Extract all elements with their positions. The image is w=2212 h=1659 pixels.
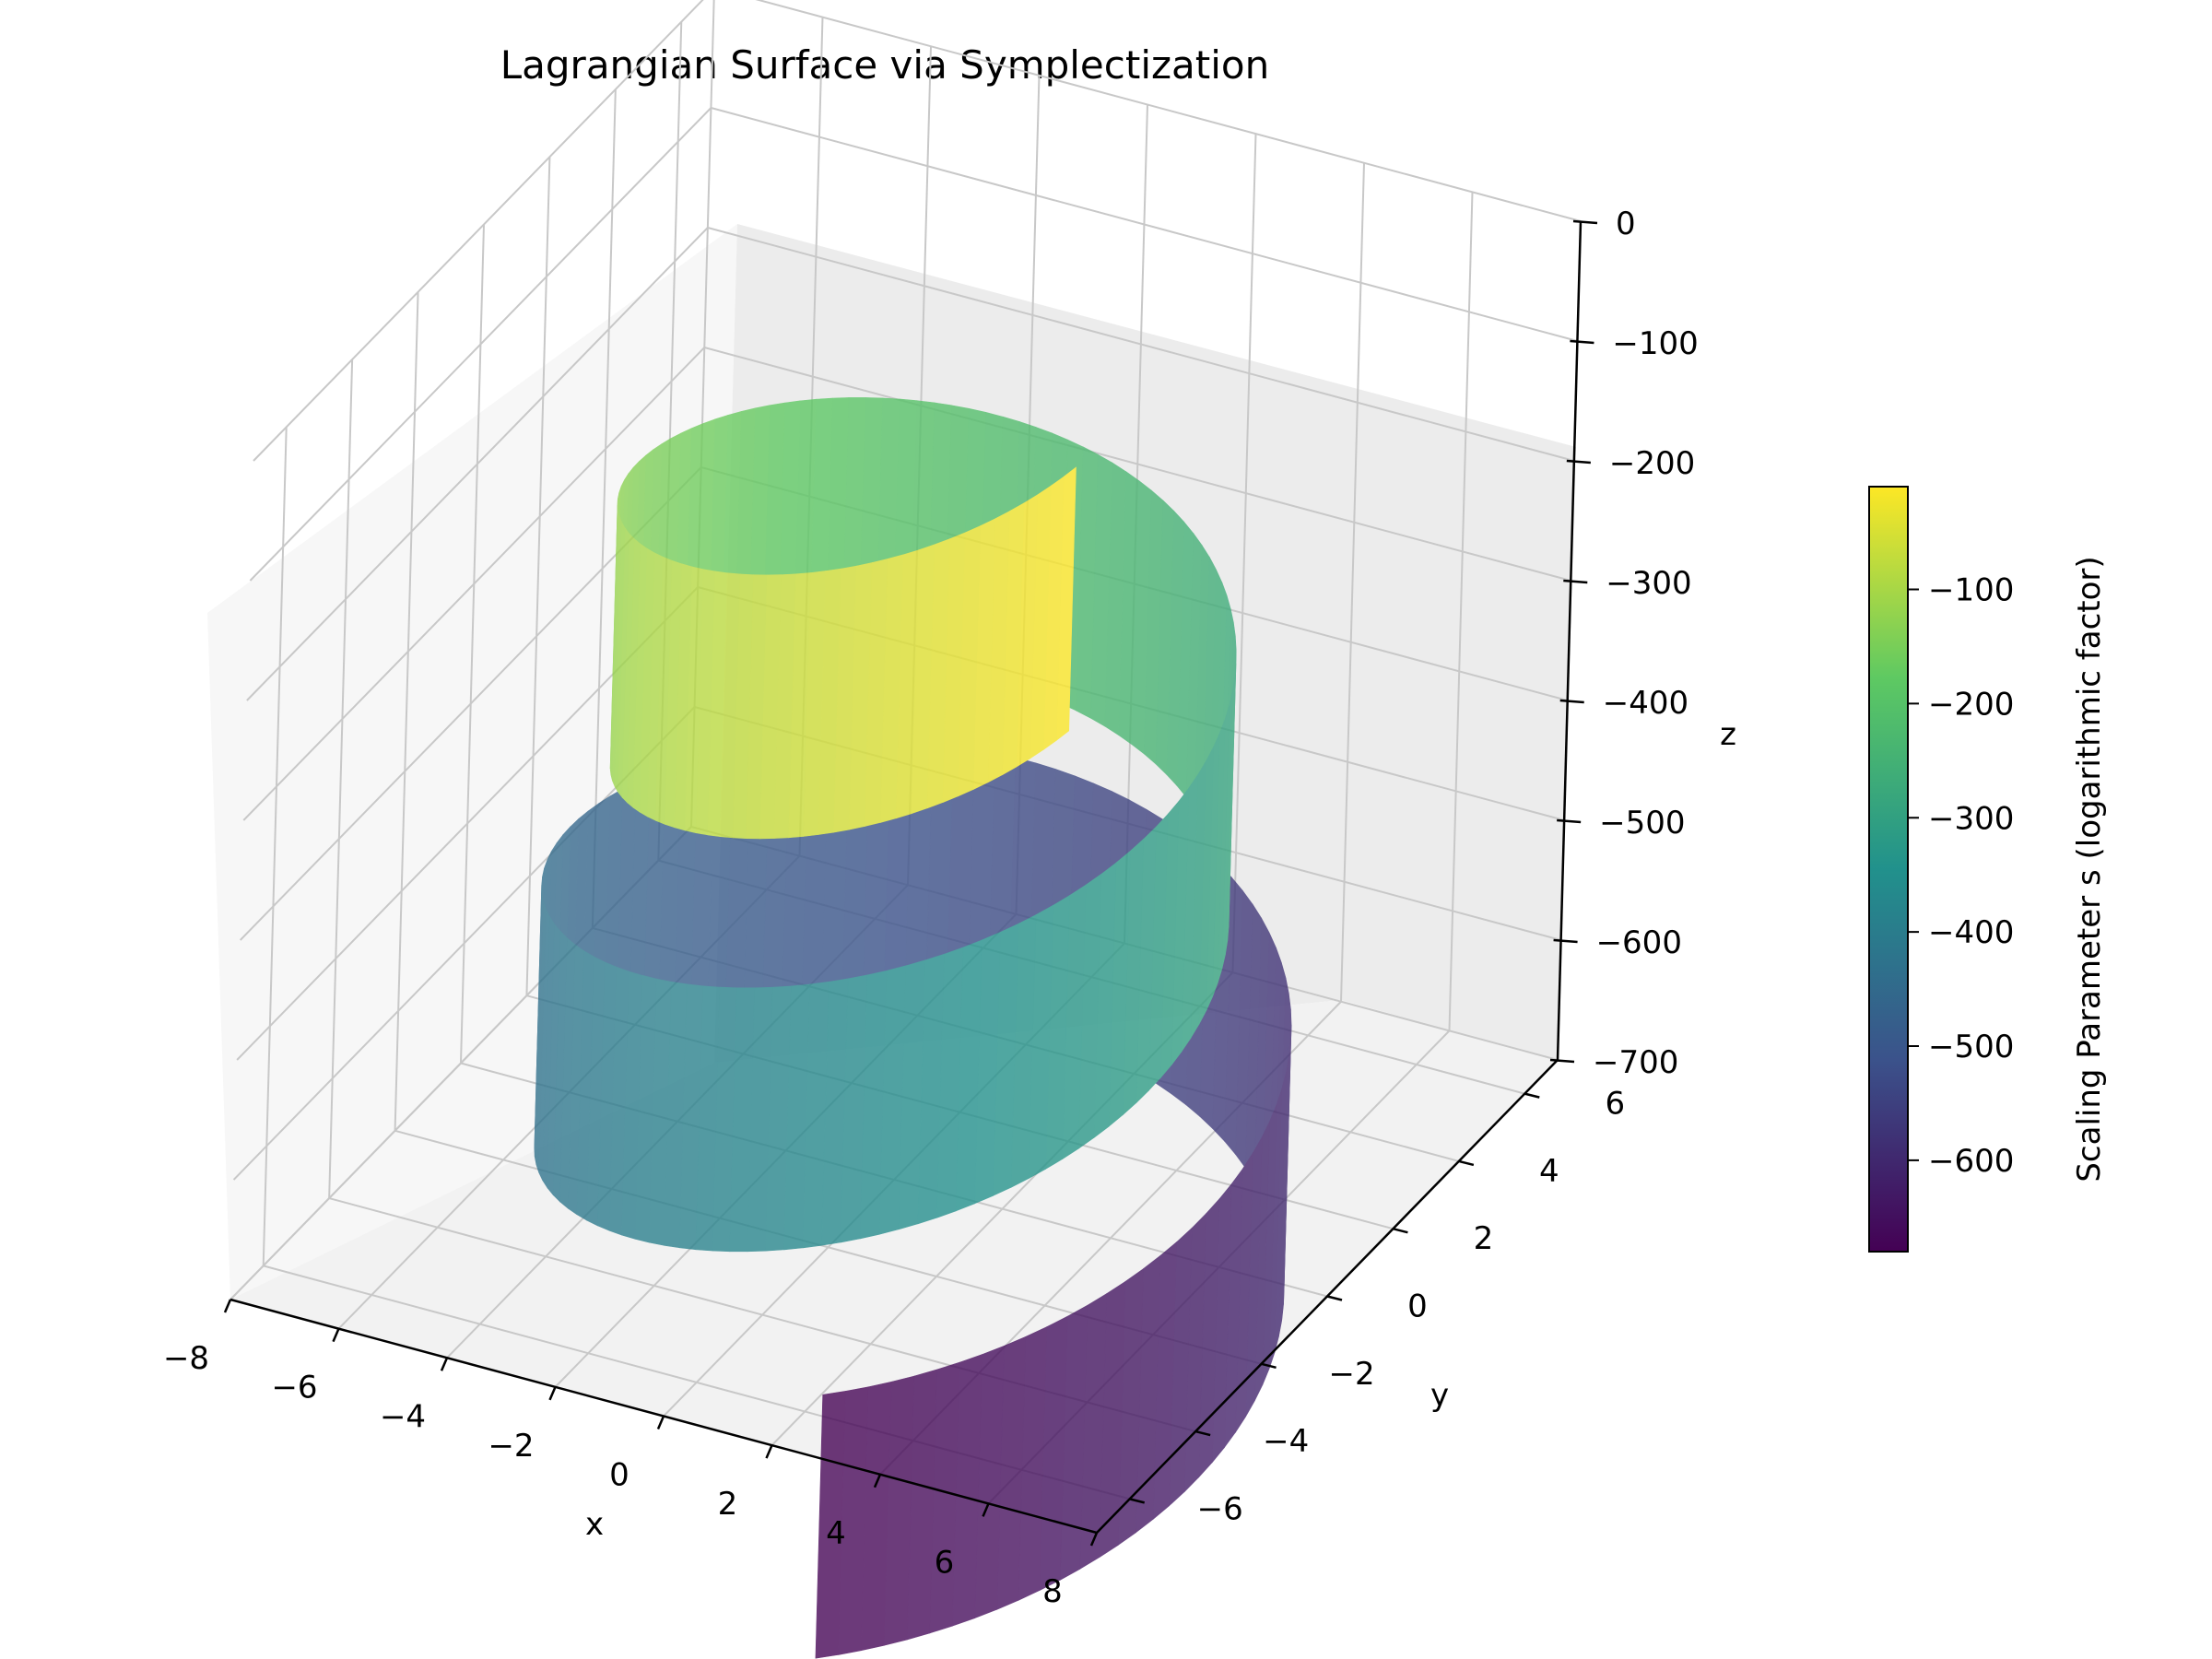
z-tick-label: −400 xyxy=(1603,685,1688,722)
leftwall-grid-line-z xyxy=(246,227,709,701)
z-tick-mark xyxy=(1570,339,1594,345)
x-tick-mark xyxy=(548,1386,557,1401)
colorbar-label: Scaling Parameter s (logarithmic factor) xyxy=(2071,556,2108,1182)
colorbar-bar xyxy=(1868,486,1909,1253)
z-tick-label: 0 xyxy=(1616,206,1636,242)
colorbar-ticks: −100 −200 −300 −400 −500 −600 xyxy=(1908,571,2014,1180)
y-tick-mark xyxy=(1326,1295,1343,1301)
y-tick-label: −4 xyxy=(1263,1423,1309,1460)
backwall-grid-line-z xyxy=(707,227,1575,462)
colorbar-tick-label: −100 xyxy=(1928,571,2014,608)
x-tick-label: −4 xyxy=(380,1398,426,1435)
colorbar-tick-label: −200 xyxy=(1928,686,2014,723)
z-tick-label: −500 xyxy=(1599,805,1685,841)
y-tick-label: 6 xyxy=(1605,1086,1625,1123)
spiral-surface xyxy=(534,397,1292,1659)
z-tick-mark xyxy=(1553,938,1578,944)
y-axis-label: y xyxy=(1430,1377,1449,1414)
x-tick-label: 4 xyxy=(826,1515,846,1552)
z-tick-mark xyxy=(1559,699,1584,704)
leftwall-grid-line-y xyxy=(591,88,617,928)
y-tick-label: 2 xyxy=(1474,1220,1494,1257)
x-tick-label: 8 xyxy=(1042,1573,1063,1610)
backwall-grid-line-z xyxy=(755,0,1582,222)
surface-facet xyxy=(958,525,982,797)
backwall-grid-line-z xyxy=(704,347,1571,582)
z-tick-mark xyxy=(1563,579,1588,584)
y-tick-mark xyxy=(1524,1092,1540,1099)
x-tick-mark xyxy=(332,1328,340,1343)
z-tick-mark xyxy=(1549,1058,1575,1064)
z-tick-label: −200 xyxy=(1609,445,1695,482)
leftwall-grid-line-y xyxy=(394,291,419,1131)
chart-title: Lagrangian Surface via Symplectization xyxy=(500,42,1269,88)
y-tick-mark xyxy=(1129,1498,1146,1504)
z-tick-label: −700 xyxy=(1593,1044,1678,1081)
leftwall-grid-line-z xyxy=(253,0,704,462)
z-tick-mark xyxy=(1557,818,1582,824)
y-tick-label: −6 xyxy=(1197,1490,1243,1527)
leftwall-grid-line-y xyxy=(525,157,551,996)
x-tick-mark xyxy=(765,1444,773,1459)
leftwall-grid-line-z xyxy=(242,347,706,821)
y-tick-mark xyxy=(1458,1159,1475,1167)
z-tick-label: −100 xyxy=(1612,325,1698,362)
x-axis-label: x xyxy=(585,1506,604,1543)
x-tick-mark xyxy=(982,1502,990,1517)
z-axis-label: z xyxy=(1720,716,1736,753)
leftwall-grid-line-y xyxy=(460,224,485,1064)
colorbar-tick-label: −300 xyxy=(1928,800,2014,837)
x-tick-label: −2 xyxy=(488,1428,534,1465)
x-tick-label: 0 xyxy=(609,1457,629,1494)
z-tick-label: −300 xyxy=(1606,565,1691,602)
surface-facet xyxy=(955,939,982,1212)
x-tick-label: −8 xyxy=(163,1340,209,1377)
y-tick-label: 0 xyxy=(1407,1288,1428,1325)
leftwall-grid-line-y xyxy=(262,427,288,1266)
z-tick-label: −600 xyxy=(1596,924,1682,961)
x-tick-label: 2 xyxy=(718,1486,738,1523)
backwall-grid-line-x xyxy=(1448,192,1474,1031)
colorbar-tick-label: −400 xyxy=(1928,914,2014,951)
x-tick-mark xyxy=(223,1299,232,1313)
x-tick-mark xyxy=(1089,1532,1099,1547)
colorbar-tick-label: −600 xyxy=(1928,1143,2014,1180)
z-tick-mark xyxy=(1572,219,1598,225)
y-tick-label: 4 xyxy=(1539,1153,1559,1190)
tick-labels: −8 −6 −4 −2 0 2 4 6 8 −6 −4 −2 0 2 4 6 0 −100 −200 −300 −400… xyxy=(163,206,1699,1610)
colorbar: −100 −200 −300 −400 −500 −600 Scaling Paramet… xyxy=(1868,486,2108,1253)
backwall-grid-line-x xyxy=(1340,162,1365,1002)
z-axis-line xyxy=(1556,220,1583,1061)
x-tick-mark xyxy=(873,1474,882,1488)
backwall-grid-line-x xyxy=(1231,134,1257,973)
leftwall-grid-line-z xyxy=(249,107,712,582)
y-tick-label: −2 xyxy=(1329,1356,1375,1393)
surface-facet xyxy=(952,1354,982,1627)
y-tick-mark xyxy=(1194,1430,1211,1437)
axis-lines xyxy=(223,219,1598,1547)
x-tick-label: −6 xyxy=(271,1370,317,1406)
z-tick-mark xyxy=(1566,459,1591,465)
leftwall-grid-line-y xyxy=(328,359,354,1199)
backwall-grid-line-z xyxy=(711,107,1578,342)
colorbar-tick-label: −500 xyxy=(1928,1029,2014,1065)
x-tick-label: 6 xyxy=(935,1544,955,1581)
x-tick-mark xyxy=(656,1416,665,1430)
x-tick-mark xyxy=(440,1357,449,1371)
y-tick-mark xyxy=(1261,1362,1277,1369)
y-tick-mark xyxy=(1393,1228,1408,1234)
